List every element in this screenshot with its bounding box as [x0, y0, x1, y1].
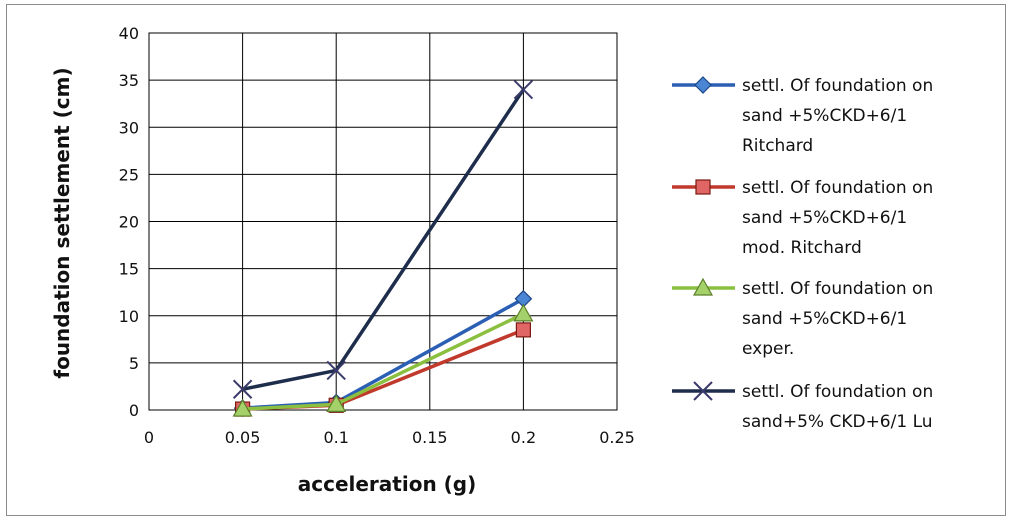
y-tick-label: 0	[129, 401, 139, 420]
series-line	[243, 314, 524, 409]
series-1	[235, 291, 532, 416]
legend-label-line: sand+5% CKD+6/1 Lu	[742, 412, 933, 432]
legend-entry-3: settl. Of foundation on sand +5%CKD+6/1 ex…	[672, 279, 933, 359]
legend-entry-1: settl. Of foundation on sand +5%CKD+6/1 Ri…	[672, 76, 933, 156]
grid-layer	[149, 33, 617, 410]
legend-label-line: exper.	[742, 339, 794, 359]
y-tick-label: 15	[119, 260, 139, 279]
legend-label-line: settl. Of foundation on	[742, 178, 933, 198]
legend-label-line: settl. Of foundation on	[742, 382, 933, 402]
series-line	[243, 330, 524, 409]
x-axis-title: acceleration (g)	[298, 472, 477, 496]
x-tick-label: 0.2	[511, 428, 536, 447]
y-tick-label: 35	[119, 71, 139, 90]
legend-label-line: sand +5%CKD+6/1	[742, 208, 907, 228]
x-tick-label: 0.05	[225, 428, 261, 447]
legend-label-line: sand +5%CKD+6/1	[742, 106, 907, 126]
legend-entry-2: settl. Of foundation on sand +5%CKD+6/1 mo…	[672, 178, 933, 258]
x-tick-label: 0.15	[412, 428, 448, 447]
x-tick-label: 0.1	[323, 428, 348, 447]
y-tick-label: 20	[119, 213, 139, 232]
legend-label-line: settl. Of foundation on	[742, 76, 933, 96]
data-point	[516, 323, 530, 337]
series-3	[234, 305, 533, 416]
series-line	[243, 90, 524, 390]
series-4	[234, 81, 533, 399]
data-point	[514, 305, 532, 321]
legend: settl. Of foundation on sand +5%CKD+6/1 Ri…	[672, 76, 933, 432]
legend-label-line: Ritchard	[742, 136, 813, 156]
legend-entry-4: settl. Of foundation on sand+5% CKD+6/1 L…	[672, 382, 933, 432]
legend-label-line: settl. Of foundation on	[742, 279, 933, 299]
y-tick-label: 30	[119, 118, 139, 137]
y-tick-label: 10	[119, 307, 139, 326]
chart-frame: 0 5 10 15 20 25 30 35 40 0 0.05 0.1 0.15 0.2 0.25 acce…	[6, 4, 1006, 516]
legend-marker	[696, 180, 710, 194]
x-tick-label: 0	[144, 428, 154, 447]
series-2	[236, 323, 531, 416]
chart-svg: 0 5 10 15 20 25 30 35 40 0 0.05 0.1 0.15 0.2 0.25 acce…	[7, 5, 1005, 515]
y-tick-label: 5	[129, 354, 139, 373]
legend-marker	[695, 77, 711, 93]
legend-label-line: mod. Ritchard	[742, 238, 862, 258]
x-tick-label: 0.25	[599, 428, 635, 447]
y-axis-title: foundation settlement (cm)	[50, 67, 74, 378]
series-layer	[234, 81, 533, 417]
y-tick-label: 25	[119, 165, 139, 184]
y-tick-label: 40	[119, 24, 139, 43]
series-line	[243, 299, 524, 408]
legend-label-line: sand +5%CKD+6/1	[742, 309, 907, 329]
